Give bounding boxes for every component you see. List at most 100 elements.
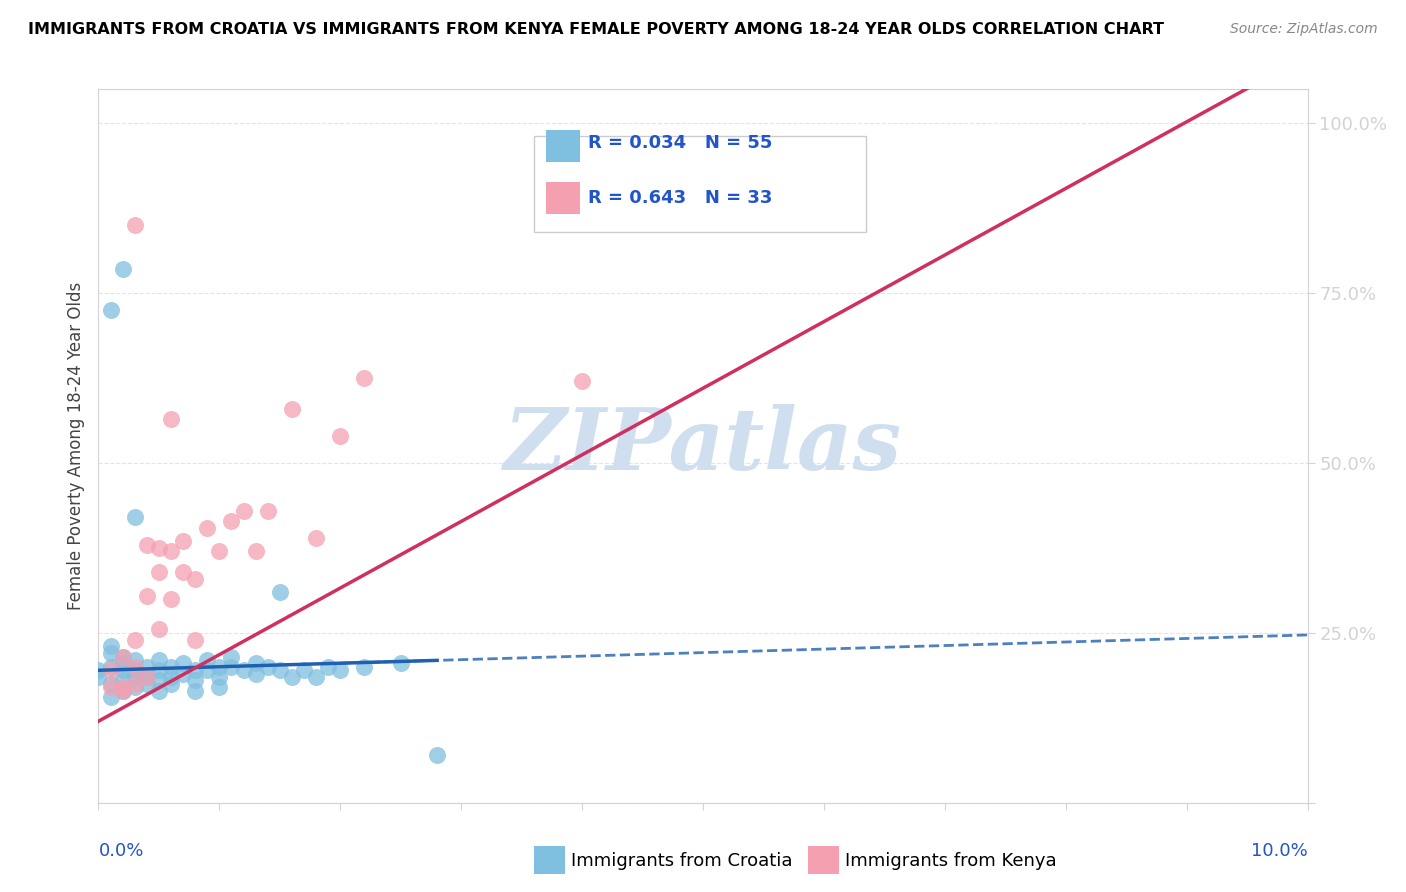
Point bbox=[232, 503, 254, 517]
Point bbox=[245, 544, 267, 558]
Point bbox=[269, 663, 291, 677]
Text: ZIPatlas: ZIPatlas bbox=[503, 404, 903, 488]
Point bbox=[172, 657, 194, 671]
Point bbox=[100, 640, 122, 654]
Point bbox=[184, 663, 207, 677]
Point bbox=[135, 677, 157, 691]
Point bbox=[208, 680, 231, 694]
Text: IMMIGRANTS FROM CROATIA VS IMMIGRANTS FROM KENYA FEMALE POVERTY AMONG 18-24 YEAR: IMMIGRANTS FROM CROATIA VS IMMIGRANTS FR… bbox=[28, 22, 1164, 37]
Point bbox=[184, 632, 207, 647]
Point bbox=[389, 657, 412, 671]
FancyBboxPatch shape bbox=[534, 136, 866, 232]
Point bbox=[316, 660, 339, 674]
Point bbox=[221, 660, 243, 674]
Point bbox=[256, 503, 278, 517]
Point bbox=[184, 572, 207, 586]
Point bbox=[135, 589, 157, 603]
Point bbox=[305, 531, 328, 545]
Point bbox=[172, 565, 194, 579]
Point bbox=[292, 663, 315, 677]
Point bbox=[160, 670, 183, 684]
Point bbox=[571, 375, 593, 389]
Point bbox=[245, 657, 267, 671]
Text: R = 0.643   N = 33: R = 0.643 N = 33 bbox=[588, 189, 772, 207]
Point bbox=[124, 660, 146, 674]
Point bbox=[87, 670, 110, 684]
Point bbox=[160, 660, 183, 674]
Point bbox=[148, 653, 170, 667]
Point bbox=[111, 262, 134, 277]
Point bbox=[353, 660, 375, 674]
Point bbox=[305, 670, 328, 684]
Point bbox=[353, 371, 375, 385]
Point bbox=[208, 670, 231, 684]
Point bbox=[100, 646, 122, 660]
Point bbox=[329, 429, 352, 443]
Point bbox=[124, 632, 146, 647]
Point bbox=[100, 677, 122, 691]
Point bbox=[148, 565, 170, 579]
Point bbox=[124, 663, 146, 677]
Point bbox=[124, 653, 146, 667]
Text: Source: ZipAtlas.com: Source: ZipAtlas.com bbox=[1230, 22, 1378, 37]
Point bbox=[87, 663, 110, 677]
Point bbox=[135, 660, 157, 674]
Point bbox=[124, 680, 146, 694]
Point bbox=[100, 660, 122, 674]
Point bbox=[148, 623, 170, 637]
Point bbox=[208, 660, 231, 674]
Point bbox=[100, 690, 122, 705]
Point bbox=[148, 673, 170, 688]
Point bbox=[221, 514, 243, 528]
Point bbox=[184, 683, 207, 698]
Point bbox=[329, 663, 352, 677]
Point bbox=[111, 683, 134, 698]
Point bbox=[269, 585, 291, 599]
Point bbox=[124, 670, 146, 684]
Point bbox=[148, 541, 170, 555]
Point bbox=[160, 591, 183, 606]
Point bbox=[281, 670, 304, 684]
Point bbox=[256, 660, 278, 674]
Point bbox=[426, 748, 449, 763]
Point bbox=[111, 657, 134, 671]
Point bbox=[221, 649, 243, 664]
Point bbox=[232, 663, 254, 677]
Text: 10.0%: 10.0% bbox=[1251, 842, 1308, 860]
Point bbox=[195, 520, 218, 534]
Text: Immigrants from Croatia: Immigrants from Croatia bbox=[571, 852, 793, 870]
Point bbox=[100, 680, 122, 694]
Text: Immigrants from Kenya: Immigrants from Kenya bbox=[845, 852, 1057, 870]
FancyBboxPatch shape bbox=[546, 130, 579, 162]
Point bbox=[195, 663, 218, 677]
Point bbox=[184, 673, 207, 688]
Text: R = 0.034   N = 55: R = 0.034 N = 55 bbox=[588, 134, 772, 152]
Point bbox=[111, 673, 134, 688]
Point bbox=[172, 666, 194, 681]
Point bbox=[111, 683, 134, 698]
Text: 0.0%: 0.0% bbox=[98, 842, 143, 860]
Point bbox=[124, 677, 146, 691]
Point bbox=[148, 663, 170, 677]
Point bbox=[100, 663, 122, 677]
Point bbox=[281, 401, 304, 416]
Point bbox=[124, 218, 146, 232]
Y-axis label: Female Poverty Among 18-24 Year Olds: Female Poverty Among 18-24 Year Olds bbox=[66, 282, 84, 610]
Point bbox=[160, 544, 183, 558]
Point bbox=[124, 510, 146, 524]
Point bbox=[195, 653, 218, 667]
Point bbox=[111, 649, 134, 664]
Point bbox=[148, 683, 170, 698]
Point bbox=[160, 412, 183, 426]
Point bbox=[135, 537, 157, 551]
Point bbox=[111, 680, 134, 694]
FancyBboxPatch shape bbox=[546, 182, 579, 214]
Point bbox=[111, 663, 134, 677]
Point bbox=[135, 670, 157, 684]
Point bbox=[111, 649, 134, 664]
Point bbox=[160, 677, 183, 691]
Point bbox=[100, 303, 122, 318]
Point bbox=[245, 666, 267, 681]
Point bbox=[172, 534, 194, 549]
Point bbox=[208, 544, 231, 558]
